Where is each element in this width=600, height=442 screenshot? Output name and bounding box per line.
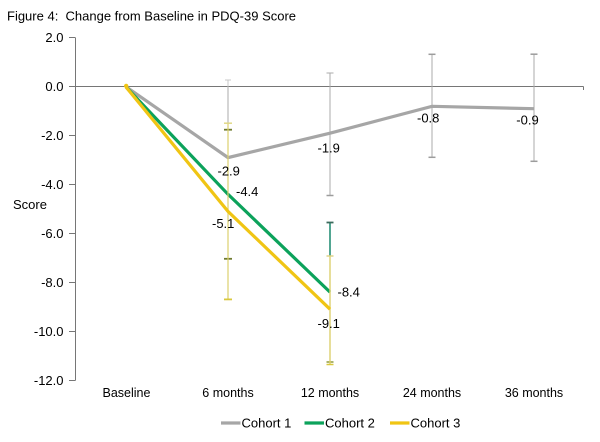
svg-text:-0.8: -0.8 (417, 111, 439, 126)
svg-text:-4.0: -4.0 (41, 177, 63, 192)
svg-text:-1.9: -1.9 (318, 141, 340, 156)
svg-text:2.0: 2.0 (45, 30, 63, 45)
svg-text:-10.0: -10.0 (34, 324, 64, 339)
svg-text:-8.0: -8.0 (41, 275, 63, 290)
svg-text:Score: Score (13, 197, 47, 212)
svg-text:-12.0: -12.0 (34, 373, 64, 388)
svg-text:12 months: 12 months (301, 386, 359, 400)
svg-text:-6.0: -6.0 (41, 226, 63, 241)
svg-text:Cohort 3: Cohort 3 (411, 416, 461, 431)
svg-text:-9.1: -9.1 (318, 316, 340, 331)
svg-text:-2.9: -2.9 (218, 163, 240, 178)
svg-text:0.0: 0.0 (45, 79, 63, 94)
svg-text:-8.4: -8.4 (338, 285, 360, 300)
svg-text:Cohort 1: Cohort 1 (242, 416, 292, 431)
svg-text:Cohort 2: Cohort 2 (325, 416, 375, 431)
svg-text:6 months: 6 months (202, 386, 253, 400)
svg-text:-0.9: -0.9 (516, 113, 538, 128)
svg-text:36 months: 36 months (505, 386, 563, 400)
svg-text:-2.0: -2.0 (41, 128, 63, 143)
svg-text:-5.1: -5.1 (212, 216, 234, 231)
svg-text:-4.4: -4.4 (236, 184, 258, 199)
svg-text:Figure 4: Change from Baselin: Figure 4: Change from Baseline in PDQ-39… (7, 8, 296, 23)
svg-text:24 months: 24 months (403, 386, 461, 400)
svg-text:Baseline: Baseline (103, 386, 151, 400)
